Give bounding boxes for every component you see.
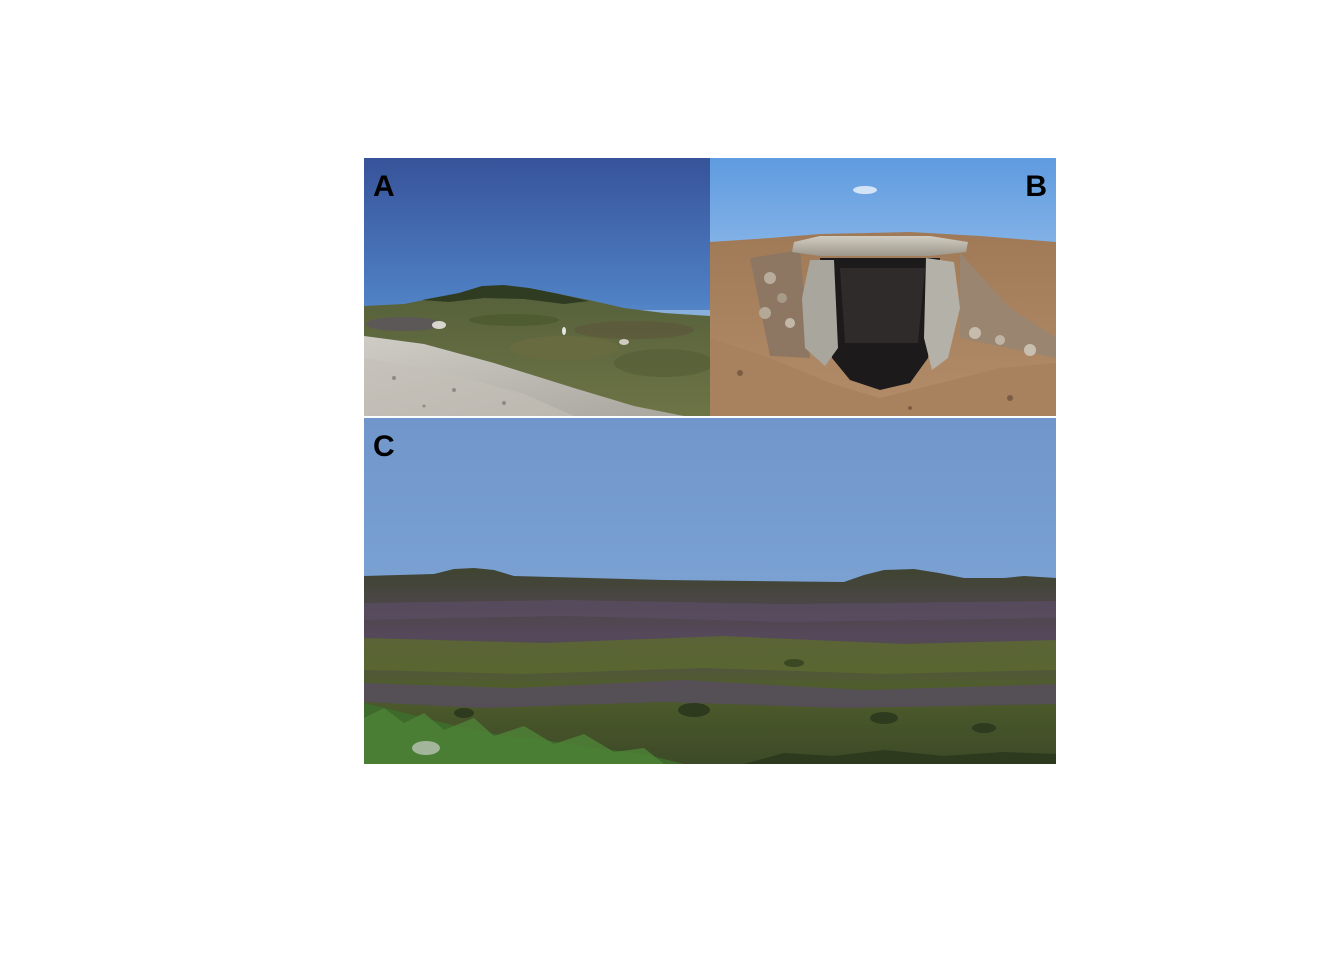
panel-b-label: B bbox=[1025, 170, 1047, 203]
panel-a-photo: A bbox=[364, 158, 710, 416]
panel-c-photo: C bbox=[364, 418, 1056, 764]
panel-b-scene bbox=[710, 158, 1056, 416]
panel-a-scene bbox=[364, 158, 710, 416]
panel-c-scene bbox=[364, 418, 1056, 764]
panel-b-photo: B bbox=[710, 158, 1056, 416]
panel-a-label: A bbox=[373, 170, 395, 203]
photo-figure: A bbox=[364, 158, 1056, 764]
panel-c-label: C bbox=[373, 430, 395, 463]
